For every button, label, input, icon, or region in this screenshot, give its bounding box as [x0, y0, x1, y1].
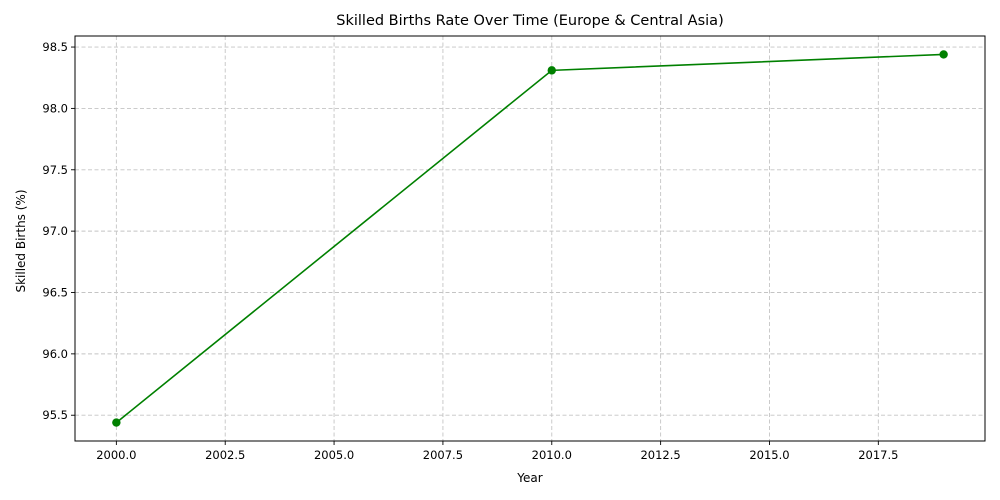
x-tick-label: 2012.5	[640, 448, 680, 462]
series-line	[115, 53, 944, 424]
plot-area-frame	[74, 35, 986, 442]
x-tick-label: 2005.0	[314, 448, 354, 462]
grid-lines	[75, 36, 985, 441]
y-tick-label: 97.0	[42, 224, 68, 238]
chart-title: Skilled Births Rate Over Time (Europe & …	[336, 13, 723, 29]
data-point	[112, 418, 121, 427]
y-axis-label: Skilled Births (%)	[14, 189, 28, 292]
y-tick-label: 95.5	[42, 408, 68, 422]
x-tick-label: 2015.0	[749, 448, 789, 462]
y-tick-label: 96.0	[42, 347, 68, 361]
y-tick-label: 97.5	[42, 163, 68, 177]
y-tick-label: 96.5	[42, 286, 68, 300]
series-layer	[112, 50, 948, 427]
x-axis: 2000.0 2002.5 2005.0 2007.5 2010.0 2012.5 2015…	[96, 441, 898, 462]
x-tick-label: 2002.5	[205, 448, 245, 462]
x-tick-label: 2010.0	[532, 448, 572, 462]
y-axis: 95.5 96.0 96.5 97.0 97.5 98.0 98.5	[42, 40, 75, 422]
x-tick-label: 2000.0	[96, 448, 136, 462]
x-tick-label: 2017.5	[858, 448, 898, 462]
x-axis-label: Year	[516, 471, 542, 485]
data-point	[939, 50, 948, 59]
y-tick-label: 98.5	[42, 40, 68, 54]
y-tick-label: 98.0	[42, 101, 68, 115]
data-point	[547, 66, 556, 75]
x-tick-label: 2007.5	[423, 448, 463, 462]
